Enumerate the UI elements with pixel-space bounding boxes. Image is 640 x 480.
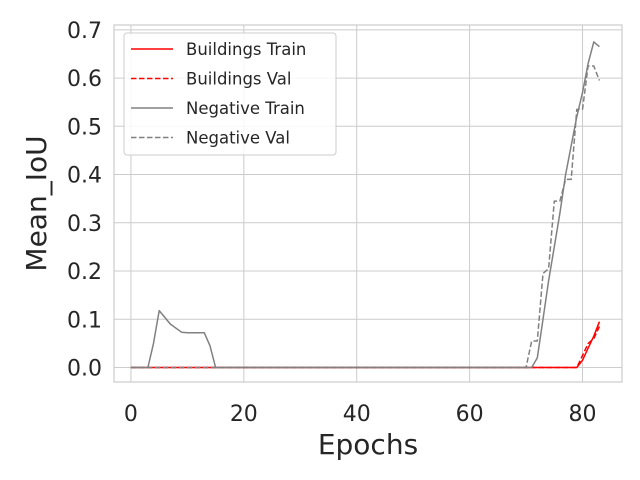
- series-line-3: [130, 65, 601, 369]
- y-tick-label: 0.1: [67, 308, 102, 333]
- y-tick-label: 0.6: [67, 67, 102, 92]
- legend-label: Buildings Val: [186, 70, 291, 89]
- y-axis-ticks: 0.0 0.1 0.2 0.3 0.4 0.5 0.6 0.7: [67, 19, 102, 382]
- x-axis-ticks: 0 20 40 60 80: [124, 402, 597, 427]
- x-tick-label: 60: [456, 402, 484, 427]
- y-tick-label: 0.2: [67, 260, 102, 285]
- x-tick-label: 20: [230, 402, 258, 427]
- series-lines: [130, 41, 601, 369]
- x-axis-label: Epochs: [318, 428, 418, 461]
- y-axis-label: Mean_IoU: [20, 135, 53, 271]
- x-tick-label: 0: [124, 402, 138, 427]
- y-tick-label: 0.7: [67, 19, 102, 44]
- y-tick-label: 0.3: [67, 212, 102, 237]
- legend: Buildings Train Buildings Val Negative Tra…: [123, 32, 337, 156]
- legend-label: Negative Val: [186, 129, 290, 148]
- legend-box: [123, 32, 337, 156]
- y-tick-label: 0.0: [67, 357, 102, 382]
- y-tick-label: 0.5: [67, 115, 102, 140]
- x-tick-label: 80: [568, 402, 596, 427]
- x-tick-label: 40: [343, 402, 371, 427]
- y-tick-label: 0.4: [67, 164, 102, 189]
- legend-label: Negative Train: [186, 99, 305, 118]
- legend-label: Buildings Train: [186, 40, 306, 59]
